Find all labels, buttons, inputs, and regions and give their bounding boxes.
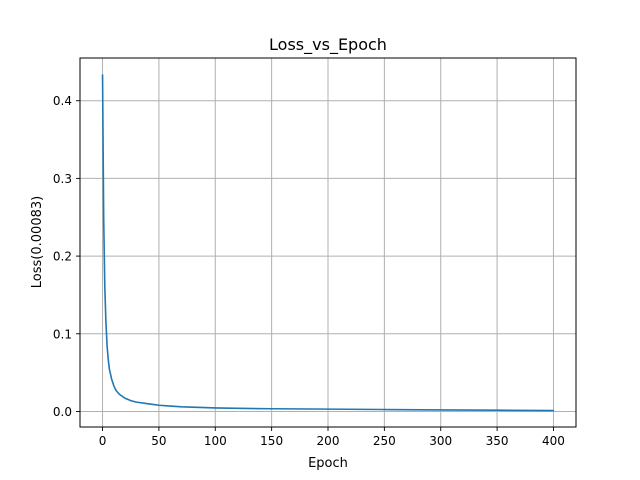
x-tick-label: 100 bbox=[204, 434, 227, 448]
y-tick-label: 0.3 bbox=[53, 172, 72, 186]
x-axis-label: Epoch bbox=[308, 456, 348, 471]
y-tick-label: 0.4 bbox=[53, 94, 72, 108]
x-tick-label: 350 bbox=[486, 434, 509, 448]
chart-title: Loss_vs_Epoch bbox=[269, 35, 387, 55]
x-tick-label: 150 bbox=[260, 434, 283, 448]
x-tick-label: 0 bbox=[99, 434, 107, 448]
x-tick-label: 200 bbox=[317, 434, 340, 448]
grid-layer bbox=[80, 58, 576, 427]
loss-series-line bbox=[101, 74, 555, 412]
series-layer bbox=[101, 74, 555, 412]
x-tick-label: 400 bbox=[542, 434, 565, 448]
y-tick-label: 0.2 bbox=[53, 250, 72, 264]
x-tick-label: 300 bbox=[429, 434, 452, 448]
y-axis-label: Loss(0.00083) bbox=[30, 196, 45, 288]
y-tick-label: 0.1 bbox=[53, 327, 72, 341]
tick-layer: 0 50 100 150 200 250 300 350 400 0.0 0.1 0.2 0.3 0.4 bbox=[53, 94, 565, 448]
x-tick-label: 250 bbox=[373, 434, 396, 448]
y-tick-label: 0.0 bbox=[53, 405, 72, 419]
x-tick-label: 50 bbox=[151, 434, 166, 448]
